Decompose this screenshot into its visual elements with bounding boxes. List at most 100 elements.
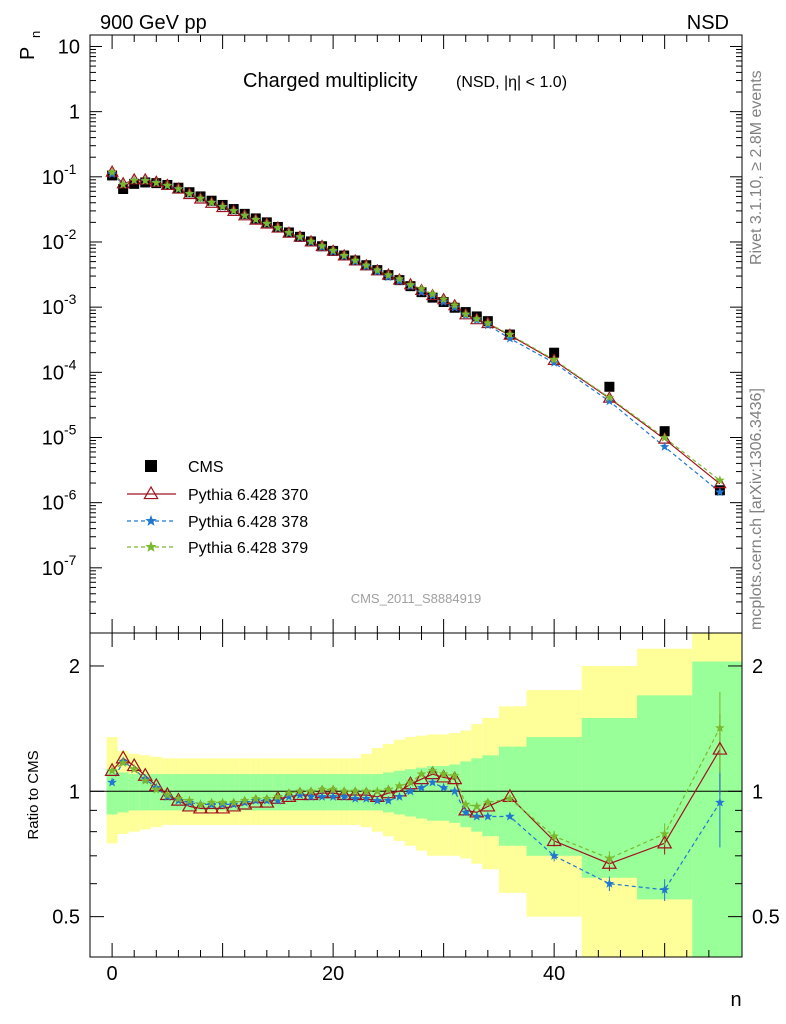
data-point-pythia-378: [715, 487, 725, 497]
ratio-point-pythia-370: [446, 770, 463, 785]
ratio-point-pythia-378: [715, 797, 725, 807]
data-point-pythia-379: [383, 270, 394, 280]
ratio-point-pythia-379: [206, 797, 217, 807]
data-point-pythia-379: [217, 201, 228, 211]
ratio-point-pythia-378: [604, 878, 615, 888]
ratio-point-pythia-379: [317, 784, 327, 794]
ratio-point-pythia-378: [372, 795, 383, 805]
ratio-y-tick-label: 2: [69, 656, 80, 678]
ratio-point-pythia-370: [336, 786, 352, 801]
band-green: [228, 774, 240, 811]
ratio-point-pythia-378: [107, 777, 117, 787]
data-point-pythia-379: [427, 288, 438, 298]
ratio-point-pythia-370: [546, 832, 562, 847]
ratio-point-pythia-370: [458, 802, 474, 816]
data-point-pythia-379: [140, 175, 150, 185]
data-point-pythia-370: [414, 283, 429, 296]
ratio-point-pythia-370: [502, 788, 518, 802]
side-label-rivet: Rivet 3.1.10, ≥ 2.8M events: [748, 70, 765, 265]
ratio-point-pythia-379: [107, 765, 117, 775]
data-point-pythia-379: [228, 205, 239, 215]
y-tick-label: 10: [42, 362, 64, 384]
data-point-cms: [604, 381, 615, 392]
main-panel: 10-710-610-510-410-310-210 -1110CMSPythia…: [42, 34, 743, 634]
data-point-pythia-378: [416, 287, 427, 297]
header-right: NSD: [687, 12, 729, 34]
band-green: [581, 717, 638, 878]
ratio-point-pythia-379: [217, 797, 228, 807]
ratio-y-tick-label-right: 2: [752, 656, 763, 678]
ratio-point-pythia-378: [483, 811, 493, 821]
data-point-pythia-379: [505, 329, 515, 339]
y-tick-label: 1: [69, 102, 80, 124]
ratio-point-pythia-378: [416, 782, 427, 792]
y-tick-label-exponent: -7: [64, 552, 77, 568]
ratio-point-pythia-378: [350, 793, 360, 803]
band-green: [139, 774, 151, 811]
ratio-y-tick-label: 0.5: [52, 907, 80, 929]
ratio-point-pythia-379: [284, 788, 294, 798]
ratio-point-pythia-379: [483, 797, 493, 807]
data-point-pythia-379: [195, 193, 206, 203]
ratio-line-3: [111, 727, 721, 860]
legend-marker-cms: [145, 460, 157, 472]
ratio-point-pythia-379: [328, 784, 338, 794]
legend-label: CMS: [188, 459, 224, 476]
ratio-point-pythia-370: [270, 790, 286, 804]
data-point-pythia-379: [659, 432, 670, 442]
ratio-frame: [89, 632, 743, 958]
ratio-point-pythia-379: [505, 793, 515, 803]
ratio-y-tick-label-right: 0.5: [752, 907, 780, 929]
ratio-y-tick-label: 1: [69, 781, 80, 803]
ratio-point-pythia-370: [248, 794, 264, 808]
y-tick-label-exponent: -5: [64, 421, 77, 437]
data-point-pythia-379: [262, 218, 272, 228]
main-subtitle: (NSD, |η| < 1.0): [456, 74, 567, 91]
data-point-pythia-378: [659, 441, 670, 451]
y-tick-label: 10: [58, 36, 80, 58]
y-tick-label: 10: [42, 167, 64, 189]
y-tick-label-exponent: -1: [64, 161, 77, 177]
watermark-label: CMS_2011_S8884919: [351, 591, 482, 606]
ratio-point-pythia-379: [140, 775, 150, 785]
y-tick-label: 10: [42, 493, 64, 515]
ratio-point-pythia-370: [203, 800, 220, 814]
ratio-point-pythia-370: [435, 769, 452, 783]
ratio-point-pythia-370: [225, 798, 242, 812]
data-point-pythia-379: [162, 180, 173, 190]
ratio-point-pythia-379: [228, 797, 239, 807]
ratio-point-pythia-378: [383, 795, 394, 805]
y-tick-label-exponent: -2: [64, 226, 77, 242]
band-green: [150, 774, 162, 811]
band-green: [106, 769, 118, 815]
ratio-point-pythia-370: [601, 855, 618, 869]
data-point-pythia-379: [107, 167, 117, 177]
y-axis-label-main: P: [17, 47, 39, 60]
ratio-point-pythia-378: [449, 786, 460, 796]
data-point-pythia-379: [328, 245, 338, 255]
ratio-point-pythia-378: [461, 807, 471, 817]
ratio-point-pythia-378: [438, 782, 449, 792]
ratio-point-pythia-379: [129, 764, 139, 774]
ratio-point-pythia-379: [427, 765, 438, 775]
data-point-pythia-379: [206, 197, 217, 207]
data-point-pythia-378: [604, 396, 615, 406]
y-tick-label: 10: [42, 232, 64, 254]
data-point-cms: [659, 426, 670, 437]
ratio-point-pythia-370: [480, 798, 496, 812]
data-point-pythia-378: [438, 297, 449, 306]
ratio-point-pythia-379: [273, 791, 283, 801]
series-line-3: [111, 171, 721, 481]
ratio-point-pythia-378: [295, 790, 305, 799]
legend-label: Pythia 6.428 378: [188, 514, 308, 531]
ratio-point-pythia-378: [306, 791, 316, 801]
ratio-point-pythia-379: [262, 793, 272, 803]
band-green: [471, 758, 483, 832]
ratio-point-pythia-378: [394, 791, 405, 801]
x-tick-label: 20: [322, 963, 344, 985]
ratio-point-pythia-379: [604, 853, 615, 863]
data-point-pythia-379: [604, 392, 615, 402]
band-green: [382, 772, 394, 813]
data-point-pythia-379: [449, 300, 460, 310]
ratio-point-pythia-379: [383, 784, 394, 794]
